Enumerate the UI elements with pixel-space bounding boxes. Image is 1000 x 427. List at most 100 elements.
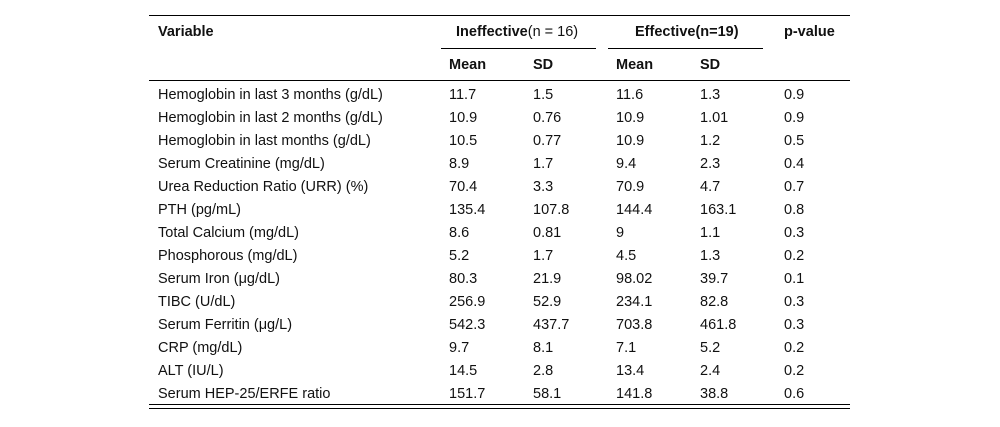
cell-ineffective-sd: 21.9 bbox=[533, 271, 562, 287]
table-top-rule bbox=[149, 15, 850, 16]
cell-pvalue: 0.3 bbox=[784, 294, 805, 310]
cell-variable: Hemoglobin in last months (g/dL) bbox=[158, 133, 371, 149]
table-row: Serum Creatinine (mg/dL) 8.9 1.7 9.4 2.3 0.4 bbox=[149, 153, 850, 176]
cell-effective-mean: 9.4 bbox=[616, 156, 637, 172]
cell-ineffective-sd: 107.8 bbox=[533, 202, 570, 218]
cell-ineffective-mean: 135.4 bbox=[449, 202, 486, 218]
table-row: Total Calcium (mg/dL) 8.6 0.81 9 1.1 0.3 bbox=[149, 222, 850, 245]
table-row: CRP (mg/dL) 9.7 8.1 7.1 5.2 0.2 bbox=[149, 337, 850, 360]
cell-ineffective-sd: 58.1 bbox=[533, 386, 562, 402]
cell-variable: Urea Reduction Ratio (URR) (%) bbox=[158, 179, 369, 195]
cell-effective-mean: 10.9 bbox=[616, 133, 645, 149]
header-pvalue: p-value bbox=[784, 24, 835, 40]
cell-effective-sd: 4.7 bbox=[700, 179, 721, 195]
cell-pvalue: 0.3 bbox=[784, 225, 805, 241]
cell-effective-sd: 5.2 bbox=[700, 340, 721, 356]
cell-ineffective-sd: 437.7 bbox=[533, 317, 570, 333]
cell-variable: Hemoglobin in last 3 months (g/dL) bbox=[158, 87, 383, 103]
table-row: ALT (IU/L) 14.5 2.8 13.4 2.4 0.2 bbox=[149, 360, 850, 383]
table-row: Hemoglobin in last months (g/dL) 10.5 0.77… bbox=[149, 130, 850, 153]
cell-effective-mean: 70.9 bbox=[616, 179, 645, 195]
cell-pvalue: 0.3 bbox=[784, 317, 805, 333]
cell-pvalue: 0.8 bbox=[784, 202, 805, 218]
table-row: Serum Ferritin (μg/L) 542.3 437.7 703.8 461.… bbox=[149, 314, 850, 337]
cell-effective-mean: 4.5 bbox=[616, 248, 637, 264]
cell-variable: Serum Iron (μg/dL) bbox=[158, 271, 280, 287]
cell-effective-sd: 1.1 bbox=[700, 225, 721, 241]
cell-effective-mean: 9 bbox=[616, 225, 625, 241]
table-row: Serum HEP-25/ERFE ratio 151.7 58.1 141.8 38.… bbox=[149, 383, 850, 406]
table-row: PTH (pg/mL) 135.4 107.8 144.4 163.1 0.8 bbox=[149, 199, 850, 222]
header-effective: Effective(n=19) bbox=[635, 23, 739, 41]
cell-pvalue: 0.2 bbox=[784, 363, 805, 379]
cell-pvalue: 0.4 bbox=[784, 156, 805, 172]
cell-variable: Phosphorous (mg/dL) bbox=[158, 248, 298, 264]
header-ineffective-sd: SD bbox=[533, 57, 554, 73]
cell-effective-mean: 703.8 bbox=[616, 317, 653, 333]
cell-effective-mean: 11.6 bbox=[616, 87, 644, 103]
cell-variable: ALT (IU/L) bbox=[158, 363, 224, 379]
cell-ineffective-sd: 1.5 bbox=[533, 87, 554, 103]
cell-ineffective-sd: 8.1 bbox=[533, 340, 554, 356]
cell-ineffective-sd: 0.81 bbox=[533, 225, 562, 241]
cell-variable: TIBC (U/dL) bbox=[158, 294, 236, 310]
cell-ineffective-mean: 14.5 bbox=[449, 363, 478, 379]
cell-ineffective-sd: 1.7 bbox=[533, 248, 554, 264]
cell-pvalue: 0.5 bbox=[784, 133, 805, 149]
header-effective-label: Effective bbox=[635, 24, 696, 40]
cell-ineffective-sd: 3.3 bbox=[533, 179, 554, 195]
cell-ineffective-mean: 11.7 bbox=[449, 87, 477, 103]
cell-effective-sd: 39.7 bbox=[700, 271, 729, 287]
cell-ineffective-mean: 542.3 bbox=[449, 317, 486, 333]
cell-effective-sd: 2.4 bbox=[700, 363, 721, 379]
header-effective-sd: SD bbox=[700, 57, 721, 73]
table-bottom-rule-2 bbox=[149, 408, 850, 409]
cell-effective-sd: 82.8 bbox=[700, 294, 729, 310]
cell-ineffective-mean: 9.7 bbox=[449, 340, 470, 356]
header-ineffective-label: Ineffective bbox=[456, 24, 528, 40]
cell-variable: Serum Creatinine (mg/dL) bbox=[158, 156, 325, 172]
cell-ineffective-mean: 5.2 bbox=[449, 248, 470, 264]
effective-group-rule bbox=[608, 48, 763, 49]
cell-pvalue: 0.9 bbox=[784, 87, 805, 103]
ineffective-group-rule bbox=[441, 48, 596, 49]
cell-variable: PTH (pg/mL) bbox=[158, 202, 241, 218]
cell-variable: CRP (mg/dL) bbox=[158, 340, 243, 356]
cell-effective-sd: 461.8 bbox=[700, 317, 737, 333]
cell-effective-mean: 98.02 bbox=[616, 271, 653, 287]
cell-effective-sd: 1.01 bbox=[700, 110, 729, 126]
cell-pvalue: 0.9 bbox=[784, 110, 805, 126]
cell-ineffective-sd: 0.77 bbox=[533, 133, 562, 149]
table-row: Phosphorous (mg/dL) 5.2 1.7 4.5 1.3 0.2 bbox=[149, 245, 850, 268]
cell-effective-mean: 7.1 bbox=[616, 340, 637, 356]
cell-ineffective-mean: 70.4 bbox=[449, 179, 478, 195]
cell-pvalue: 0.2 bbox=[784, 340, 805, 356]
cell-ineffective-mean: 8.9 bbox=[449, 156, 470, 172]
header-variable: Variable bbox=[158, 24, 214, 40]
header-bottom-rule bbox=[149, 80, 850, 81]
table-bottom-rule-1 bbox=[149, 404, 850, 405]
table-row: TIBC (U/dL) 256.9 52.9 234.1 82.8 0.3 bbox=[149, 291, 850, 314]
cell-pvalue: 0.6 bbox=[784, 386, 805, 402]
cell-effective-mean: 10.9 bbox=[616, 110, 645, 126]
cell-ineffective-mean: 10.5 bbox=[449, 133, 478, 149]
cell-effective-sd: 38.8 bbox=[700, 386, 729, 402]
cell-ineffective-mean: 10.9 bbox=[449, 110, 478, 126]
cell-ineffective-mean: 256.9 bbox=[449, 294, 486, 310]
cell-ineffective-mean: 80.3 bbox=[449, 271, 478, 287]
header-effective-mean: Mean bbox=[616, 57, 654, 73]
cell-pvalue: 0.2 bbox=[784, 248, 805, 264]
cell-effective-sd: 163.1 bbox=[700, 202, 737, 218]
cell-ineffective-mean: 8.6 bbox=[449, 225, 470, 241]
cell-effective-sd: 1.2 bbox=[700, 133, 721, 149]
cell-ineffective-sd: 52.9 bbox=[533, 294, 562, 310]
cell-variable: Total Calcium (mg/dL) bbox=[158, 225, 300, 241]
cell-effective-sd: 1.3 bbox=[700, 87, 721, 103]
header-ineffective: Ineffective(n = 16) bbox=[456, 23, 578, 41]
cell-pvalue: 0.7 bbox=[784, 179, 805, 195]
table-row: Hemoglobin in last 2 months (g/dL) 10.9 0.… bbox=[149, 107, 850, 130]
cell-effective-mean: 144.4 bbox=[616, 202, 653, 218]
cell-ineffective-sd: 1.7 bbox=[533, 156, 554, 172]
table-row: Urea Reduction Ratio (URR) (%) 70.4 3.3 70.… bbox=[149, 176, 850, 199]
cell-effective-sd: 1.3 bbox=[700, 248, 721, 264]
